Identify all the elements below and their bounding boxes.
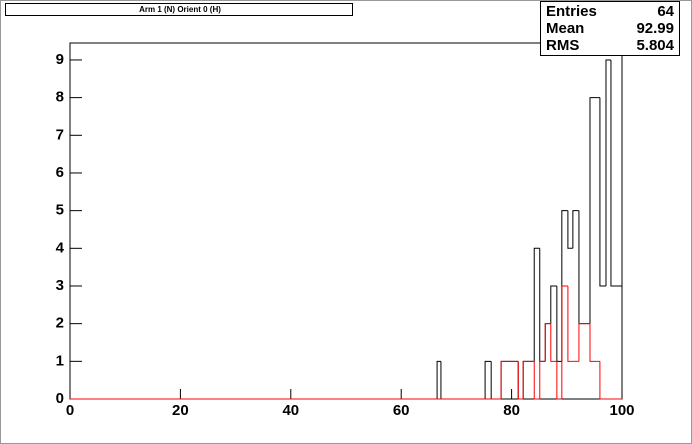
x-tick-label: 60 — [393, 402, 410, 419]
histogram-bin — [550, 285, 557, 324]
y-tick-label: 0 — [56, 390, 64, 407]
x-tick-label: 20 — [172, 402, 189, 419]
histogram-bin — [544, 323, 551, 362]
stats-box — [540, 1, 680, 56]
histogram-bin — [572, 210, 579, 249]
histogram-bin — [556, 361, 562, 400]
histogram-bin — [561, 285, 568, 399]
histogram-bin — [533, 361, 540, 400]
y-tick-label: 3 — [56, 277, 64, 294]
x-tick-label: 100 — [609, 402, 634, 419]
y-tick-label: 5 — [56, 202, 64, 219]
histogram-bin — [589, 323, 600, 362]
y-tick-label: 1 — [56, 352, 64, 369]
histogram-bin — [578, 323, 590, 362]
y-tick-label: 6 — [56, 164, 64, 181]
y-tick-label: 9 — [56, 51, 64, 68]
chart-title: Arm 1 (N) Orient 0 (H) — [139, 5, 221, 14]
y-tick-label: 2 — [56, 315, 64, 332]
x-tick-label: 80 — [503, 402, 520, 419]
histogram-bin — [567, 210, 573, 249]
frame — [69, 42, 623, 400]
stats-value: 64 — [657, 3, 674, 20]
y-tick-label: 4 — [56, 239, 65, 256]
histogram-bin — [517, 361, 524, 400]
histogram-bin — [550, 323, 557, 362]
x-tick-label: 40 — [282, 402, 299, 419]
stats-value: 92.99 — [636, 20, 674, 37]
stats-value: 5.804 — [636, 37, 674, 54]
histogram-bin — [599, 361, 606, 400]
title-box — [5, 3, 353, 16]
histogram-bin — [605, 59, 611, 286]
histogram-bin — [484, 360, 492, 399]
histogram-bin — [500, 360, 519, 399]
histogram-bin — [533, 247, 540, 362]
histogram-bin — [599, 97, 606, 287]
stats-label: RMS — [546, 37, 579, 54]
y-tick-label: 8 — [56, 89, 64, 106]
histogram-bin — [522, 360, 535, 399]
x-tick-label: 0 — [66, 402, 74, 419]
histogram-bin — [436, 360, 441, 399]
histogram-bin — [610, 59, 623, 399]
histogram-bin — [589, 97, 600, 324]
histogram-bin — [567, 285, 573, 362]
y-tick-label: 7 — [56, 126, 64, 143]
stats-label: Mean — [546, 20, 584, 37]
stats-label: Entries — [546, 3, 597, 20]
histogram-bin — [539, 360, 546, 399]
